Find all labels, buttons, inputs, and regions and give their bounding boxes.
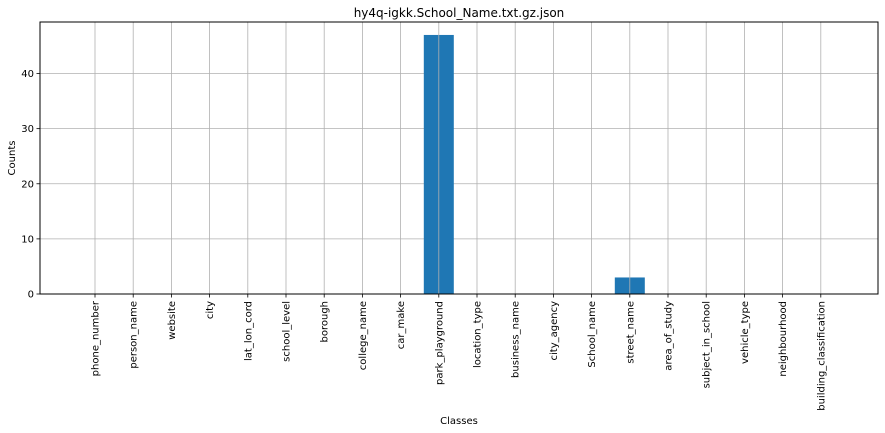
x-tick-label-building_classification: building_classification	[816, 301, 827, 411]
y-tick-label: 10	[21, 234, 34, 245]
x-tick-label-city: city	[205, 301, 216, 319]
x-tick-label-city_agency: city_agency	[549, 301, 560, 361]
x-tick-label-car_make: car_make	[396, 301, 407, 349]
x-tick-label-college_name: college_name	[358, 301, 369, 370]
y-tick-label: 20	[21, 179, 34, 190]
x-tick-label-subject_in_school: subject_in_school	[702, 301, 713, 388]
x-tick-label-park_playground: park_playground	[434, 301, 445, 385]
y-tick-label: 30	[21, 124, 34, 135]
plot-frame	[39, 21, 879, 295]
x-tick-label-borough: borough	[320, 301, 331, 343]
x-tick-label-street_name: street_name	[625, 301, 636, 364]
x-tick-label-vehicle_type: vehicle_type	[740, 301, 751, 364]
x-tick-label-lat_lon_cord: lat_lon_cord	[243, 301, 254, 361]
chart-title: hy4q-igkk.School_Name.txt.gz.json	[354, 6, 565, 20]
x-ticks: phone_number person_name website city lat_lo…	[91, 294, 827, 411]
y-tick-label: 40	[21, 69, 34, 80]
x-tick-label-area_of_study: area_of_study	[664, 301, 675, 371]
x-tick-label-location_type: location_type	[473, 301, 484, 368]
y-axis-label: Counts	[7, 141, 18, 176]
y-tick-label: 0	[28, 290, 34, 301]
y-ticks: 0 10 20 30 40	[21, 69, 40, 301]
x-tick-label-business_name: business_name	[511, 301, 522, 378]
x-tick-label-school_level: school_level	[282, 301, 293, 362]
x-axis-label: Classes	[440, 416, 478, 427]
x-tick-label-website: website	[167, 301, 178, 340]
y-grid	[40, 73, 878, 295]
x-tick-label-phone_number: phone_number	[91, 300, 102, 376]
x-tick-label-School_name: School_name	[587, 301, 598, 368]
x-tick-label-person_name: person_name	[129, 301, 140, 369]
x-grid	[94, 22, 822, 294]
x-tick-label-neighbourhood: neighbourhood	[778, 301, 789, 377]
